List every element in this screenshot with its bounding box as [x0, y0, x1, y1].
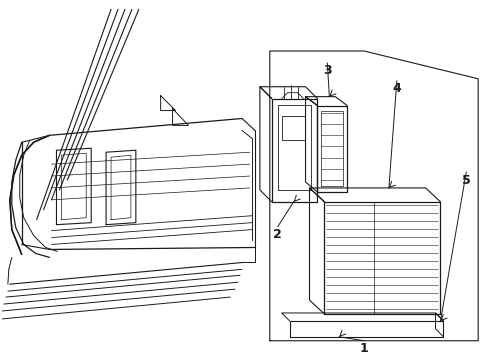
- Text: 3: 3: [323, 64, 332, 77]
- Text: 2: 2: [273, 228, 282, 241]
- Text: 5: 5: [462, 174, 471, 186]
- Text: 1: 1: [360, 342, 368, 355]
- Text: 4: 4: [392, 82, 401, 95]
